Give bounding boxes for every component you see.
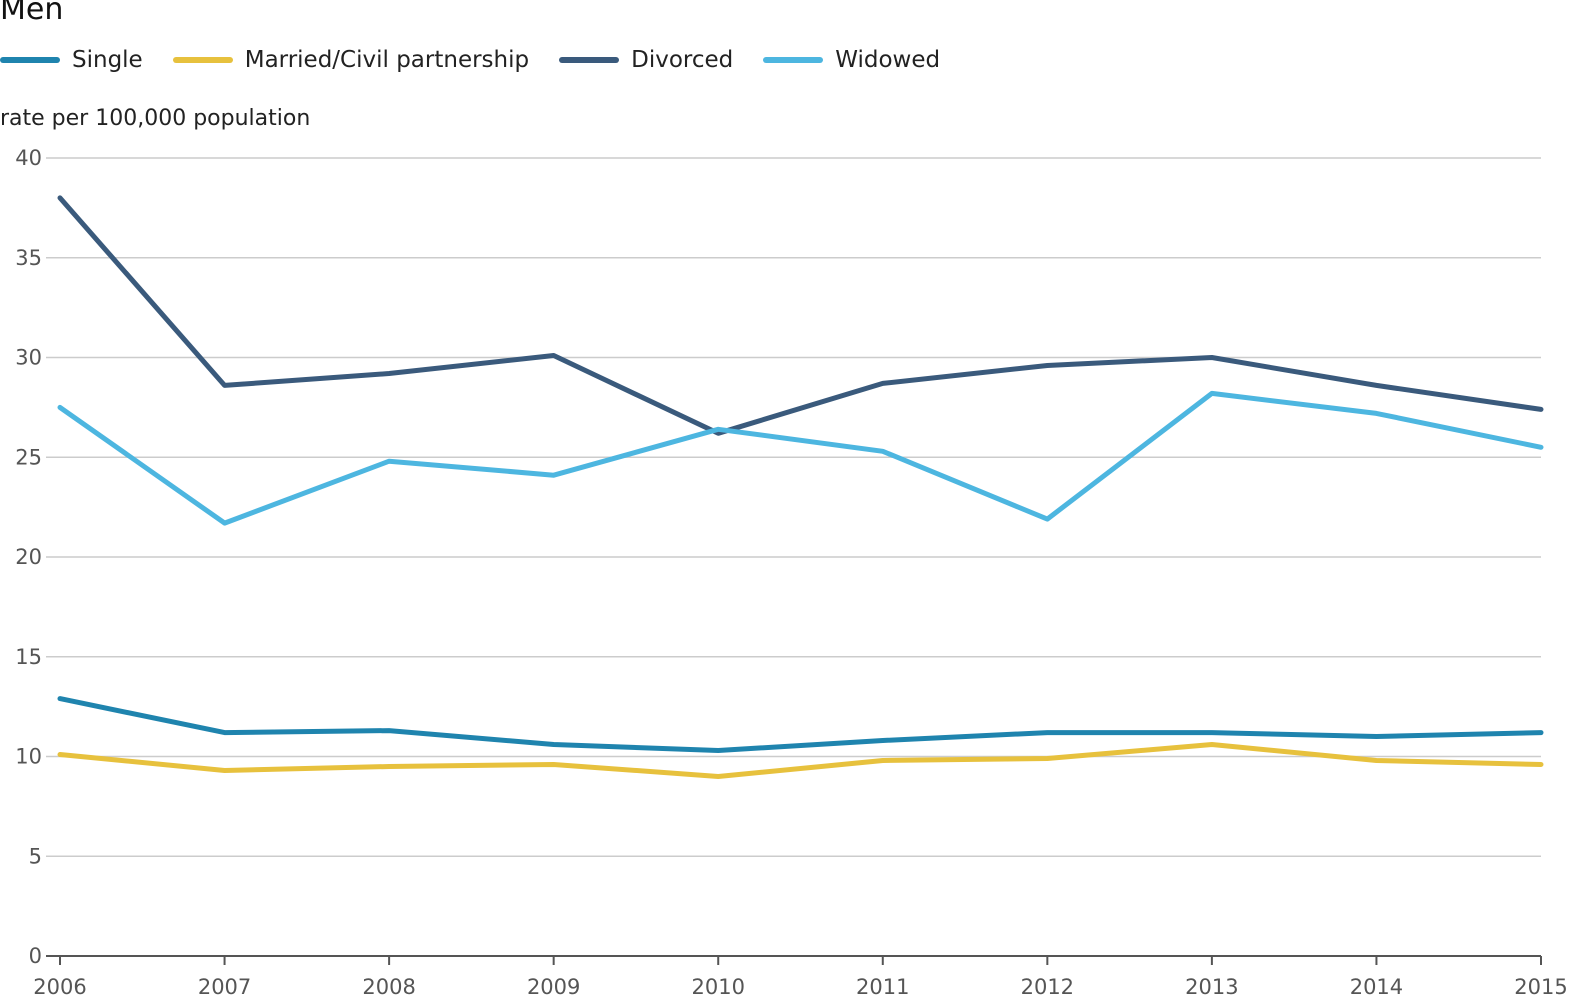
x-tick-label-2008: 2008	[362, 975, 415, 999]
legend-swatch-single	[0, 57, 60, 63]
series-line-widowed	[57, 390, 1544, 526]
series-line-married-civil-partnership	[57, 742, 1544, 779]
chart-title: Men	[0, 0, 64, 27]
y-tick-label-30: 30	[15, 346, 42, 370]
x-tick-label-2007: 2007	[198, 975, 251, 999]
legend-label-widowed: Widowed	[835, 47, 941, 73]
legend-label-divorced: Divorced	[631, 47, 734, 73]
y-tick-label-15: 15	[15, 645, 42, 669]
legend-swatch-divorced	[559, 57, 620, 63]
y-tick-label-20: 20	[15, 545, 42, 569]
series-line-single	[57, 696, 1544, 753]
x-tick-label-2014: 2014	[1350, 975, 1403, 999]
legend-swatch-married	[172, 57, 233, 63]
legend: Single Married/Civil partnership Divorce…	[0, 44, 970, 76]
x-tick-label-2011: 2011	[856, 975, 909, 999]
legend-item-single[interactable]: Single	[0, 47, 143, 73]
y-tick-label-40: 40	[15, 146, 42, 170]
series-line-divorced	[57, 195, 1544, 436]
x-tick-label-2012: 2012	[1021, 975, 1074, 999]
y-tick-label-35: 35	[15, 246, 42, 270]
y-axis-ticks: 0 5 10 15 20 25 30 35 40	[15, 146, 42, 968]
x-axis: 2006 2007 2008 2009 2010 2011 2012 2013 2014 2015	[33, 955, 1568, 999]
y-tick-label-5: 5	[29, 844, 42, 868]
x-tick-label-2013: 2013	[1185, 975, 1238, 999]
legend-label-married: Married/Civil partnership	[244, 47, 530, 73]
legend-label-single: Single	[72, 47, 143, 73]
y-tick-label-0: 0	[29, 944, 42, 968]
legend-item-widowed[interactable]: Widowed	[763, 47, 940, 73]
x-tick-label-2010: 2010	[691, 975, 744, 999]
x-tick-label-2009: 2009	[527, 975, 580, 999]
series-lines	[57, 195, 1544, 779]
y-tick-label-25: 25	[15, 445, 42, 469]
legend-swatch-widowed	[763, 57, 824, 63]
y-tick-label-10: 10	[15, 745, 42, 769]
x-tick-label-2006: 2006	[33, 975, 86, 999]
grid-lines	[46, 157, 1541, 857]
legend-item-divorced[interactable]: Divorced	[559, 47, 733, 73]
legend-item-married[interactable]: Married/Civil partnership	[172, 47, 530, 73]
x-tick-label-2015: 2015	[1514, 975, 1567, 999]
y-axis-label: rate per 100,000 population	[0, 106, 311, 131]
